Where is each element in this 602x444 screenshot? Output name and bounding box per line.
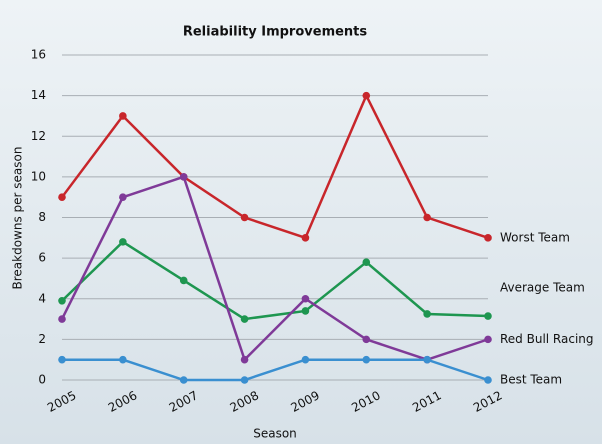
- y-tick-label: 0: [38, 373, 46, 387]
- data-point: [362, 355, 371, 364]
- legend-label: Best Team: [500, 373, 562, 387]
- data-point: [301, 355, 310, 364]
- data-point: [179, 376, 188, 384]
- chart-title: Reliability Improvements: [183, 25, 368, 40]
- data-point: [58, 296, 66, 305]
- series-line: [61, 240, 489, 321]
- data-point: [58, 355, 66, 364]
- y-tick-label: 4: [38, 291, 46, 305]
- data-point: [301, 294, 310, 303]
- data-point: [58, 193, 66, 201]
- y-axis-label: Breakdowns per season: [11, 147, 25, 290]
- x-axis-label: Season: [253, 427, 297, 441]
- legend-label: Worst Team: [500, 230, 570, 244]
- y-tick-label: 10: [31, 169, 46, 183]
- series-line: [62, 358, 489, 382]
- data-point: [240, 315, 249, 323]
- y-tick-label: 6: [38, 251, 46, 265]
- data-point: [119, 193, 127, 201]
- data-point: [362, 335, 371, 344]
- data-point: [179, 173, 188, 181]
- data-point: [362, 258, 371, 266]
- data-point: [301, 234, 310, 242]
- legend-label: Average Team: [500, 281, 585, 295]
- y-tick-label: 8: [38, 210, 46, 224]
- legend-label: Red Bull Racing: [500, 332, 594, 346]
- data-point: [362, 91, 371, 100]
- data-point: [179, 276, 188, 285]
- data-point: [484, 335, 492, 344]
- data-point: [240, 355, 249, 364]
- y-tick-label: 16: [31, 48, 46, 62]
- data-point: [240, 213, 249, 222]
- data-point: [119, 355, 127, 364]
- series-line: [60, 92, 489, 240]
- y-tick-label: 2: [38, 332, 46, 346]
- data-point: [423, 355, 431, 364]
- data-point: [423, 310, 431, 318]
- data-point: [423, 213, 431, 222]
- data-point: [484, 234, 492, 242]
- data-point: [58, 315, 66, 323]
- y-tick-label: 14: [31, 88, 46, 102]
- series-line: [60, 175, 489, 363]
- data-point: [484, 376, 492, 384]
- data-point: [119, 112, 127, 120]
- data-point: [240, 376, 249, 384]
- data-point: [301, 307, 310, 315]
- y-tick-label: 12: [31, 129, 46, 143]
- data-point: [119, 238, 127, 246]
- data-point: [484, 312, 492, 320]
